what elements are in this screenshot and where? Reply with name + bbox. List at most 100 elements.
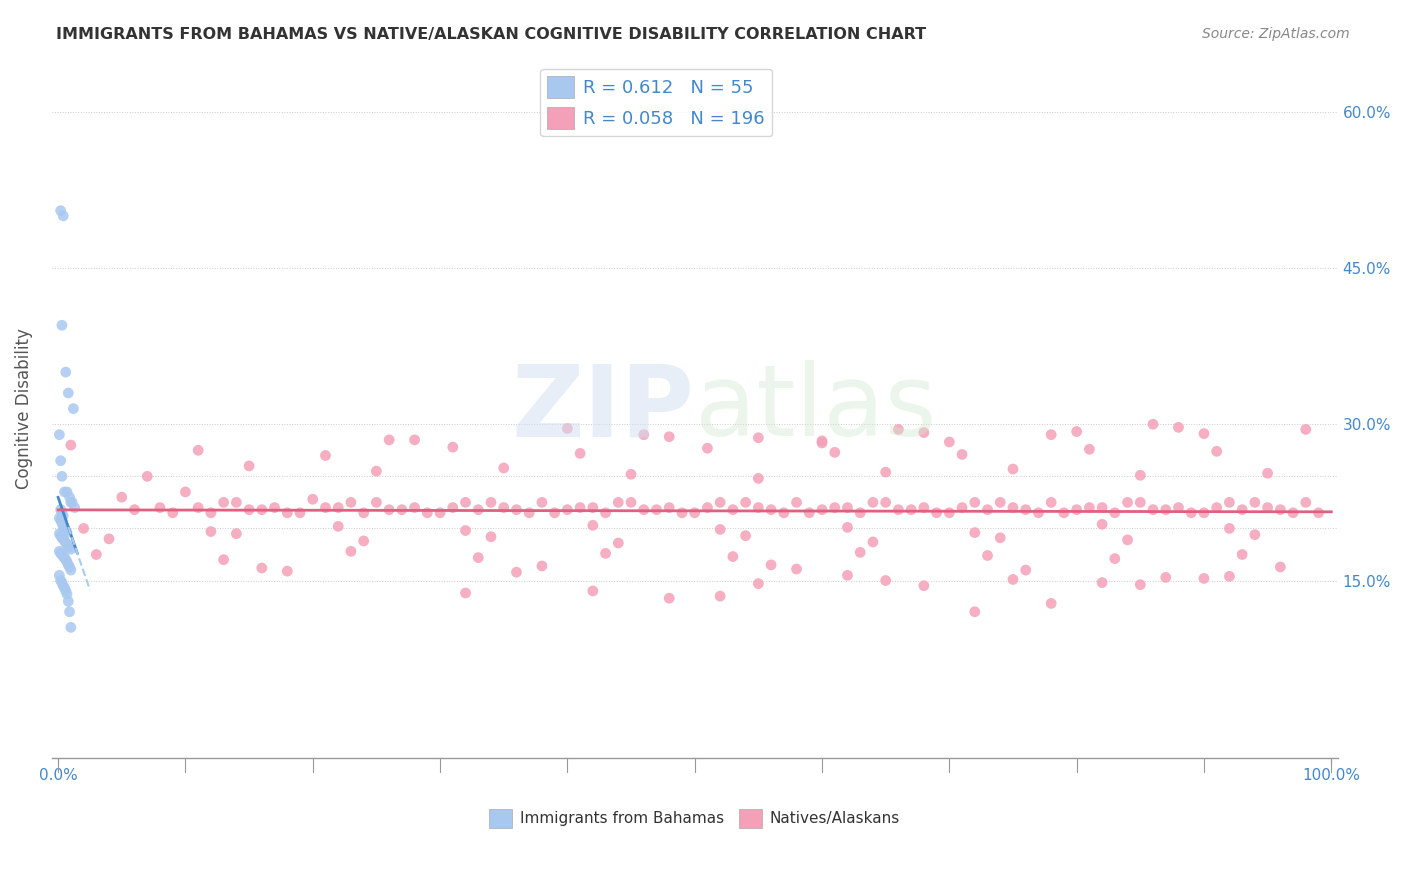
Point bbox=[250, 502, 273, 516]
Point bbox=[238, 502, 260, 516]
Point bbox=[56, 587, 79, 601]
Text: Source: ZipAtlas.com: Source: ZipAtlas.com bbox=[1202, 27, 1350, 41]
Point bbox=[340, 495, 363, 509]
Point bbox=[53, 550, 76, 565]
Point bbox=[58, 539, 80, 553]
Point bbox=[1001, 500, 1024, 515]
Point bbox=[56, 525, 79, 540]
Point bbox=[505, 502, 527, 516]
Point bbox=[1230, 548, 1253, 562]
Point bbox=[391, 502, 413, 516]
Point bbox=[963, 525, 986, 540]
Point bbox=[988, 495, 1011, 509]
Point bbox=[1078, 500, 1101, 515]
Point bbox=[1218, 495, 1240, 509]
Point bbox=[875, 495, 897, 509]
Point bbox=[353, 506, 375, 520]
Point bbox=[658, 500, 681, 515]
Point bbox=[49, 529, 72, 543]
Point bbox=[378, 502, 401, 516]
Point bbox=[366, 464, 388, 478]
Point bbox=[1066, 425, 1088, 439]
Point bbox=[51, 575, 73, 590]
Point bbox=[1192, 571, 1215, 585]
Point bbox=[1066, 502, 1088, 516]
Point bbox=[1040, 596, 1063, 610]
Point bbox=[620, 495, 643, 509]
Point bbox=[862, 535, 884, 549]
Point bbox=[1142, 502, 1164, 516]
Point bbox=[1091, 500, 1114, 515]
Point bbox=[658, 430, 681, 444]
Point bbox=[111, 490, 134, 504]
Point bbox=[709, 523, 731, 537]
Point bbox=[136, 469, 159, 483]
Point bbox=[582, 583, 605, 598]
Point bbox=[467, 502, 489, 516]
Point bbox=[1001, 462, 1024, 476]
Point bbox=[1205, 444, 1227, 458]
Point bbox=[887, 502, 910, 516]
Point bbox=[378, 433, 401, 447]
Point bbox=[58, 605, 80, 619]
Point bbox=[48, 526, 70, 541]
Point bbox=[225, 495, 247, 509]
Point bbox=[1270, 502, 1292, 516]
Point bbox=[56, 485, 79, 500]
Point bbox=[1218, 569, 1240, 583]
Point bbox=[963, 605, 986, 619]
Legend: Immigrants from Bahamas, Natives/Alaskans: Immigrants from Bahamas, Natives/Alaskan… bbox=[484, 803, 907, 834]
Point bbox=[51, 516, 73, 531]
Point bbox=[250, 561, 273, 575]
Point bbox=[479, 530, 502, 544]
Point bbox=[824, 445, 846, 459]
Point bbox=[530, 558, 553, 573]
Point bbox=[988, 531, 1011, 545]
Point bbox=[1015, 563, 1038, 577]
Point bbox=[263, 500, 285, 515]
Point bbox=[200, 506, 222, 520]
Point bbox=[340, 544, 363, 558]
Point bbox=[353, 533, 375, 548]
Point bbox=[1091, 517, 1114, 532]
Point bbox=[837, 568, 859, 582]
Point bbox=[824, 500, 846, 515]
Point bbox=[912, 500, 935, 515]
Point bbox=[683, 506, 706, 520]
Point bbox=[950, 447, 973, 461]
Point bbox=[1028, 506, 1050, 520]
Point bbox=[52, 579, 75, 593]
Point bbox=[58, 540, 80, 554]
Point bbox=[734, 529, 756, 543]
Point bbox=[1129, 495, 1152, 509]
Point bbox=[56, 555, 79, 569]
Point bbox=[811, 434, 834, 448]
Point bbox=[671, 506, 693, 520]
Point bbox=[48, 544, 70, 558]
Point bbox=[276, 506, 298, 520]
Point bbox=[84, 548, 107, 562]
Point bbox=[1116, 495, 1139, 509]
Point bbox=[696, 500, 718, 515]
Point bbox=[1116, 533, 1139, 547]
Point bbox=[837, 500, 859, 515]
Point bbox=[557, 502, 579, 516]
Point bbox=[55, 552, 77, 566]
Point bbox=[950, 500, 973, 515]
Point bbox=[1295, 422, 1317, 436]
Point bbox=[225, 526, 247, 541]
Point bbox=[900, 502, 922, 516]
Point bbox=[48, 511, 70, 525]
Point bbox=[721, 502, 744, 516]
Point bbox=[963, 495, 986, 509]
Point bbox=[62, 401, 84, 416]
Point bbox=[441, 500, 464, 515]
Point bbox=[58, 558, 80, 572]
Point bbox=[1015, 502, 1038, 516]
Point bbox=[1192, 506, 1215, 520]
Point bbox=[658, 591, 681, 606]
Point bbox=[1104, 551, 1126, 566]
Point bbox=[55, 524, 77, 538]
Point bbox=[582, 500, 605, 515]
Point bbox=[1308, 506, 1330, 520]
